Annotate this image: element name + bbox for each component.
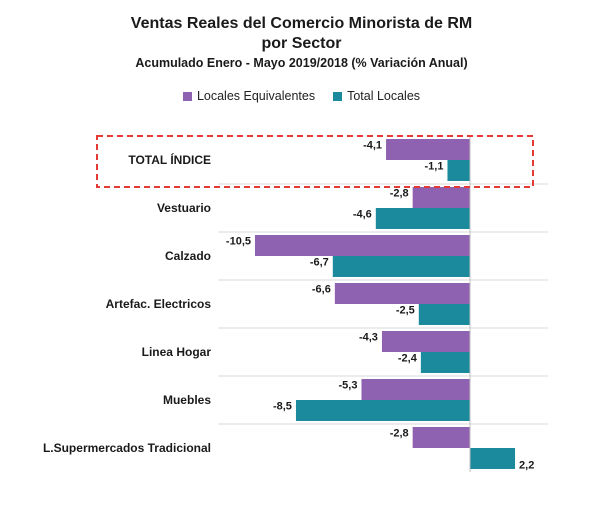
bar (418, 304, 470, 325)
highlight-box (96, 135, 534, 188)
data-label: -4,6 (353, 209, 372, 221)
category-label: L.Supermercados Tradicional (43, 441, 211, 455)
category-label: Muebles (163, 393, 211, 407)
data-label: -8,5 (273, 401, 292, 413)
bar (332, 256, 470, 277)
data-label: -2,8 (390, 428, 409, 440)
data-label: -6,7 (310, 257, 329, 269)
legend-swatch-purple (182, 91, 192, 101)
legend-swatch-teal (333, 91, 343, 101)
legend: Locales Equivalentes Total Locales (0, 89, 603, 103)
bar (295, 400, 470, 421)
bar (361, 379, 470, 400)
bar (375, 208, 470, 229)
bar (470, 448, 516, 469)
data-label: -1,1 (425, 161, 444, 173)
legend-item-locales-equivalentes: Locales Equivalentes (182, 89, 316, 103)
data-label: -10,5 (226, 236, 251, 248)
category-label: Artefac. Electricos (106, 297, 212, 311)
data-label: 2,2 (519, 460, 534, 472)
data-label: -6,6 (312, 284, 331, 296)
bar (255, 235, 470, 256)
category-label: Linea Hogar (142, 345, 212, 359)
data-label: -4,1 (363, 140, 382, 152)
category-label: TOTAL ÍNDICE (128, 152, 211, 167)
bar (386, 139, 470, 160)
chart-title-line2: por Sector (261, 35, 342, 52)
legend-label: Locales Equivalentes (196, 89, 316, 103)
category-label: Calzado (165, 249, 211, 263)
data-label: -5,3 (339, 380, 358, 392)
bar (412, 427, 470, 448)
data-label: -2,4 (398, 353, 418, 365)
data-label: -2,8 (390, 188, 409, 200)
bar (334, 283, 470, 304)
data-label: -4,3 (359, 332, 378, 344)
bar (381, 331, 470, 352)
legend-item-total-locales: Total Locales (333, 89, 420, 103)
legend-label: Total Locales (347, 89, 421, 103)
category-label: Vestuario (157, 201, 211, 215)
bar (420, 352, 470, 373)
bar (412, 187, 470, 208)
chart-subtitle: Acumulado Enero - Mayo 2019/2018 (% Vari… (135, 56, 468, 70)
chart-title: Ventas Reales del Comercio Minorista de … (130, 15, 473, 32)
bar (447, 160, 470, 181)
data-label: -2,5 (396, 305, 415, 317)
